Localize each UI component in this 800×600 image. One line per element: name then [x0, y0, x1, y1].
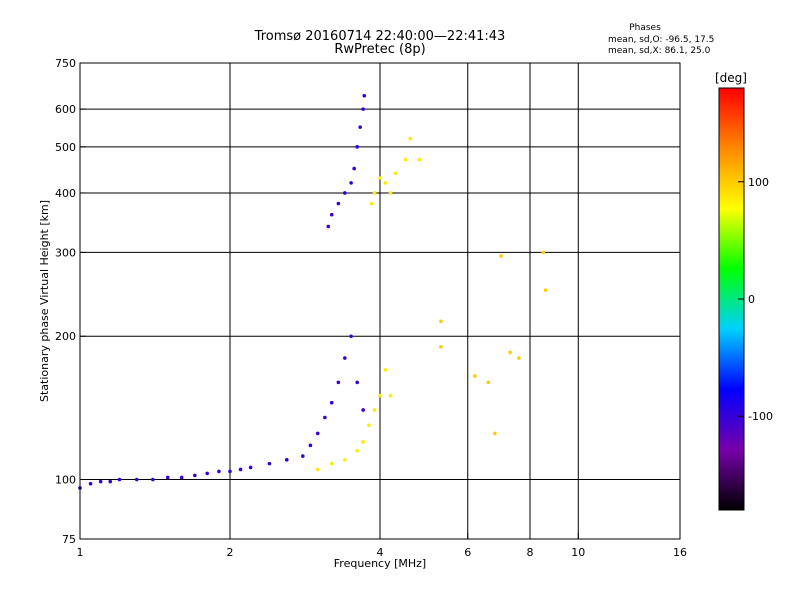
- y-axis-label: Stationary phase Virtual Height [km]: [38, 200, 51, 402]
- data-point: [179, 475, 184, 480]
- data-point: [393, 171, 398, 176]
- colorbar-ticks: -100 0 100: [738, 176, 773, 423]
- data-point: [134, 477, 139, 482]
- x-tick-label: 2: [227, 546, 234, 559]
- x-tick-label: 8: [527, 546, 534, 559]
- data-point: [343, 191, 347, 195]
- data-point: [383, 181, 388, 185]
- y-tick-label: 100: [55, 474, 76, 487]
- data-point: [329, 212, 334, 217]
- y-tick-label: 75: [62, 533, 76, 546]
- data-point: [361, 440, 365, 444]
- phase-stats-title: Phases: [629, 23, 661, 33]
- data-point: [508, 350, 512, 355]
- data-point: [499, 254, 503, 258]
- y-tick-label: 750: [55, 57, 76, 70]
- data-point: [329, 461, 334, 466]
- x-axis-label: Frequency [MHz]: [334, 557, 426, 570]
- data-point: [117, 477, 122, 482]
- data-point: [284, 458, 289, 462]
- data-point: [98, 479, 103, 484]
- data-point: [228, 469, 232, 474]
- colorbar-tick-label: 100: [748, 176, 769, 189]
- data-point: [362, 93, 367, 98]
- colorbar-label: [deg]: [715, 71, 747, 85]
- data-point: [355, 448, 359, 453]
- data-point: [323, 415, 327, 420]
- data-point: [372, 191, 377, 195]
- data-point: [543, 288, 548, 292]
- data-point: [349, 181, 353, 185]
- data-point: [383, 368, 388, 372]
- phase-stats: Phases mean, sd,O: -96.5, 17.5 mean, sd,…: [608, 23, 714, 56]
- y-tick-label: 500: [55, 141, 76, 154]
- data-point: [301, 454, 305, 458]
- x-tick-label: 10: [571, 546, 585, 559]
- data-point: [367, 423, 371, 428]
- data-point: [369, 201, 374, 206]
- data-point: [193, 473, 197, 478]
- data-points: [78, 93, 548, 490]
- chart-subtitle: RwPretec (8p): [334, 42, 425, 57]
- data-point: [355, 145, 359, 149]
- y-tick-label: 600: [55, 103, 76, 116]
- y-tick-label: 400: [55, 187, 76, 200]
- phase-stats-x: mean, sd,X: 86.1, 25.0: [608, 46, 711, 56]
- data-point: [355, 380, 359, 385]
- colorbar-tick-label: -100: [748, 410, 773, 423]
- data-point: [205, 471, 209, 476]
- data-point: [336, 201, 341, 206]
- data-point: [372, 408, 377, 412]
- data-point: [343, 356, 347, 360]
- phase-stats-o: mean, sd,O: -96.5, 17.5: [608, 35, 714, 45]
- data-point: [439, 345, 443, 349]
- data-point: [308, 443, 313, 448]
- data-point: [408, 136, 413, 141]
- data-point: [493, 431, 497, 436]
- data-point: [315, 431, 320, 436]
- colorbar-tick-label: 0: [748, 293, 755, 306]
- data-point: [361, 107, 365, 111]
- data-point: [358, 125, 362, 129]
- data-point: [343, 458, 347, 462]
- data-point: [165, 475, 170, 480]
- gridlines: [80, 63, 680, 539]
- x-axis-ticks: 1 2 4 6 8 10 16: [77, 533, 687, 559]
- data-point: [108, 479, 113, 484]
- data-point: [329, 400, 334, 405]
- data-point: [349, 334, 353, 339]
- data-point: [541, 250, 545, 255]
- data-point: [378, 393, 382, 398]
- data-point: [361, 408, 365, 412]
- data-point: [388, 191, 393, 195]
- data-point: [417, 157, 422, 162]
- data-point: [473, 374, 477, 378]
- chart-title: Tromsø 20160714 22:40:00—22:41:43: [254, 29, 506, 44]
- data-point: [326, 224, 331, 229]
- data-point: [388, 393, 393, 398]
- y-tick-label: 200: [55, 330, 76, 343]
- data-point: [517, 356, 521, 360]
- x-tick-label: 6: [464, 546, 471, 559]
- x-tick-label: 1: [77, 546, 84, 559]
- x-tick-label: 16: [673, 546, 687, 559]
- data-point: [267, 461, 272, 466]
- data-point: [88, 481, 93, 486]
- data-point: [439, 319, 443, 324]
- data-point: [352, 166, 356, 171]
- data-point: [403, 157, 408, 162]
- data-point: [336, 380, 341, 385]
- data-point: [151, 477, 155, 482]
- data-point: [378, 176, 382, 180]
- data-point: [248, 465, 253, 470]
- data-point: [315, 467, 320, 472]
- y-axis-ticks: 75 100 200 300 400 500 600 750: [55, 57, 86, 546]
- x-tick-label: 4: [377, 546, 384, 559]
- data-point: [217, 469, 221, 474]
- y-tick-label: 300: [55, 246, 76, 259]
- data-point: [486, 380, 491, 385]
- data-point: [238, 467, 243, 472]
